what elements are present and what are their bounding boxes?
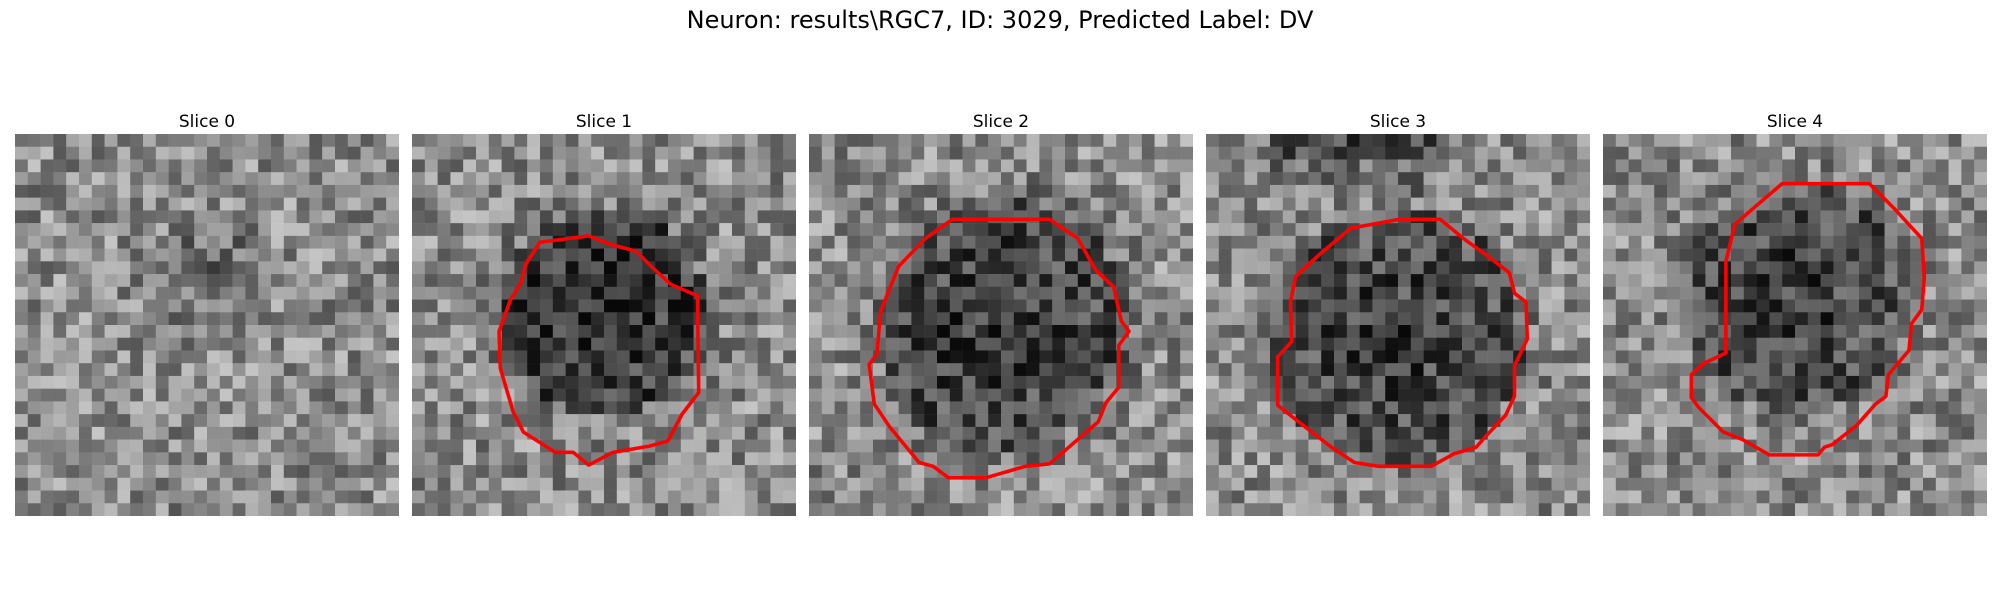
slice-image (412, 134, 796, 516)
segmentation-contour (497, 234, 701, 467)
figure-title: Neuron: results\RGC7, ID: 3029, Predicte… (686, 6, 1314, 34)
segmentation-contour (1275, 217, 1530, 469)
slice-panel-4: Slice 4 (1603, 110, 1987, 516)
slice-title: Slice 0 (178, 112, 236, 132)
slice-panel-3: Slice 3 (1206, 110, 1590, 516)
slice-panel-0: Slice 0 (15, 110, 399, 516)
slice-panel-2: Slice 2 (809, 110, 1193, 516)
slice-title: Slice 1 (575, 112, 633, 132)
slice-image (809, 134, 1193, 516)
slice-image (15, 134, 399, 516)
slice-title: Slice 3 (1369, 112, 1427, 132)
slice-image (1603, 134, 1987, 516)
slice-image (1206, 134, 1590, 516)
slice-title: Slice 4 (1766, 112, 1824, 132)
slice-panel-1: Slice 1 (412, 110, 796, 516)
segmentation-contour (867, 217, 1131, 480)
slice-title: Slice 2 (972, 112, 1030, 132)
segmentation-contour (1689, 181, 1927, 457)
